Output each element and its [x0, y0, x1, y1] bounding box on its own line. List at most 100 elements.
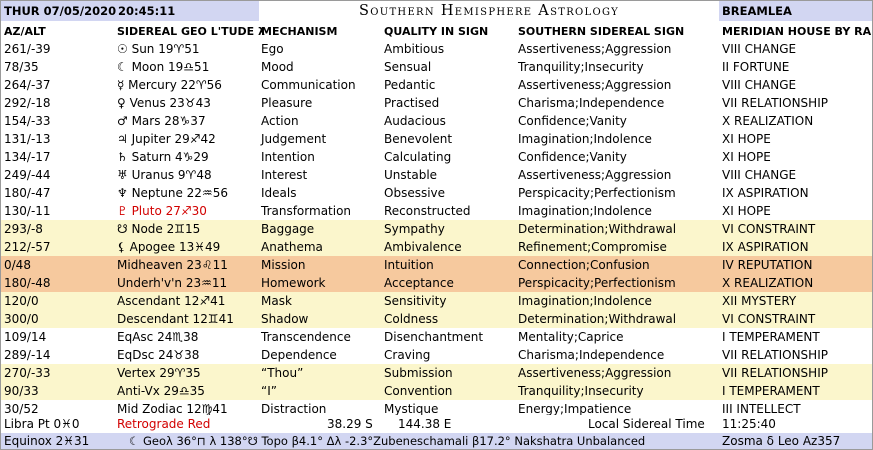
- col-house: MERIDIAN HOUSE BY RA: [722, 25, 872, 38]
- sign-cell: Assertiveness;Aggression: [518, 42, 672, 56]
- longitude-cell: Midheaven 23♌11: [117, 258, 228, 272]
- mechanism-cell: Transformation: [261, 204, 352, 218]
- sign-cell: Determination;Withdrawal: [518, 222, 677, 236]
- page-title: Southern Hemisphere Astrology: [259, 1, 719, 21]
- header-bar: THUR 07/05/2020 20:45:11 Southern Hemisp…: [1, 1, 872, 21]
- quality-cell: Coldness: [384, 312, 439, 326]
- sign-cell: Tranquility;Insecurity: [518, 60, 644, 74]
- table-row: 270/-33 Vertex 29♈35 “Thou” Submission Asser…: [1, 364, 872, 382]
- quality-cell: Sensitivity: [384, 294, 447, 308]
- azalt-cell: 0/48: [4, 258, 31, 272]
- longitude: 144.38 E: [398, 417, 452, 431]
- sign-cell: Assertiveness;Aggression: [518, 78, 672, 92]
- azalt-cell: 212/-57: [4, 240, 51, 254]
- table-row: 154/-33 ♂ Mars 28♑37 Action Audacious Confid…: [1, 112, 872, 130]
- house-cell: IV REPUTATION: [722, 258, 813, 272]
- mechanism-cell: Judgement: [261, 132, 327, 146]
- quality-cell: Calculating: [384, 150, 452, 164]
- retrograde-legend: Retrograde Red: [117, 417, 211, 431]
- house-cell: XI HOPE: [722, 132, 771, 146]
- col-azalt: AZ/ALT: [4, 25, 46, 38]
- sign-cell: Assertiveness;Aggression: [518, 168, 672, 182]
- mechanism-cell: Mood: [261, 60, 294, 74]
- sign-cell: Perspicacity;Perfectionism: [518, 186, 676, 200]
- col-quality: QUALITY IN SIGN: [384, 25, 489, 38]
- azalt-cell: 249/-44: [4, 168, 51, 182]
- table-row: 264/-37 ☿ Mercury 22♈56 Communication Pedan…: [1, 76, 872, 94]
- mechanism-cell: Ideals: [261, 186, 297, 200]
- sign-cell: Assertiveness;Aggression: [518, 366, 672, 380]
- footer-row-1: Libra Pt 0♓0 Retrograde Red 38.29 S 144.…: [1, 415, 872, 433]
- libra-point: Libra Pt 0♓0: [4, 417, 80, 431]
- longitude-cell: EqDsc 24♉38: [117, 348, 200, 362]
- longitude-cell: Vertex 29♈35: [117, 366, 201, 380]
- table-row: 120/0 Ascendant 12♐41 Mask Sensitivity Imagi…: [1, 292, 872, 310]
- quality-cell: Pedantic: [384, 78, 436, 92]
- longitude-cell: EqAsc 24♏38: [117, 330, 199, 344]
- col-mechanism: MECHANISM: [261, 25, 338, 38]
- table-row: 134/-17 ♄ Saturn 4♑29 Intention Calculating…: [1, 148, 872, 166]
- mechanism-cell: Communication: [261, 78, 356, 92]
- house-cell: VIII CHANGE: [722, 168, 797, 182]
- mechanism-cell: Interest: [261, 168, 308, 182]
- house-cell: VI CONSTRAINT: [722, 312, 816, 326]
- longitude-cell: ♅ Uranus 9♈48: [117, 168, 212, 182]
- sign-cell: Confidence;Vanity: [518, 114, 627, 128]
- azalt-cell: 289/-14: [4, 348, 51, 362]
- house-cell: VIII CHANGE: [722, 78, 797, 92]
- quality-cell: Sympathy: [384, 222, 445, 236]
- quality-cell: Unstable: [384, 168, 438, 182]
- house-cell: IX ASPIRATION: [722, 240, 809, 254]
- quality-cell: Obsessive: [384, 186, 446, 200]
- quality-cell: Ambivalence: [384, 240, 462, 254]
- table-row: 300/0 Descendant 12♊41 Shadow Coldness Deter…: [1, 310, 872, 328]
- geo-info: ☾ Geoλ 36°⊓ λ 138°☋ Topo β4.1° Δλ -2.3°Z…: [129, 434, 646, 448]
- azalt-cell: 90/33: [4, 384, 39, 398]
- footer-row-2: Equinox 2♓31 ☾ Geoλ 36°⊓ λ 138°☋ Topo β4…: [1, 433, 872, 449]
- house-cell: IX ASPIRATION: [722, 186, 809, 200]
- house-cell: XI HOPE: [722, 204, 771, 218]
- equinox: Equinox 2♓31: [4, 434, 90, 448]
- table-row: 78/35 ☾ Moon 19♎51 Mood Sensual Tranquility;…: [1, 58, 872, 76]
- mechanism-cell: Anathema: [261, 240, 323, 254]
- table-row: 30/52 Mid Zodiac 12♍41 Distraction Mystique…: [1, 400, 872, 418]
- house-cell: XI HOPE: [722, 150, 771, 164]
- azalt-cell: 30/52: [4, 402, 39, 416]
- table-row: 131/-13 ♃ Jupiter 29♐42 Judgement Benevolen…: [1, 130, 872, 148]
- col-longitude: SIDEREAL GEO L'TUDE λ: [117, 25, 265, 38]
- table-row: 180/-48 Underh'v'n 23♒11 Homework Acceptanc…: [1, 274, 872, 292]
- azalt-cell: 270/-33: [4, 366, 51, 380]
- longitude-cell: Underh'v'n 23♒11: [117, 276, 228, 290]
- house-cell: VII RELATIONSHIP: [722, 96, 828, 110]
- mechanism-cell: Baggage: [261, 222, 315, 236]
- quality-cell: Audacious: [384, 114, 446, 128]
- mechanism-cell: Action: [261, 114, 299, 128]
- sign-cell: Charisma;Independence: [518, 348, 665, 362]
- longitude-cell: Ascendant 12♐41: [117, 294, 226, 308]
- azalt-cell: 78/35: [4, 60, 39, 74]
- mechanism-cell: “I”: [261, 384, 277, 398]
- zosma-info: Zosma δ Leo Az357: [722, 434, 841, 448]
- mechanism-cell: Ego: [261, 42, 284, 56]
- house-cell: VII RELATIONSHIP: [722, 366, 828, 380]
- sign-cell: Perspicacity;Perfectionism: [518, 276, 676, 290]
- azalt-cell: 120/0: [4, 294, 39, 308]
- quality-cell: Submission: [384, 366, 453, 380]
- longitude-cell: ♀ Venus 23♉43: [117, 96, 211, 110]
- quality-cell: Ambitious: [384, 42, 445, 56]
- house-cell: VIII CHANGE: [722, 42, 797, 56]
- lst-value: 11:25:40: [722, 417, 776, 431]
- mechanism-cell: Homework: [261, 276, 326, 290]
- table-row: 261/-39 ☉ Sun 19♈51 Ego Ambitious Assertiven…: [1, 40, 872, 58]
- sign-cell: Charisma;Independence: [518, 96, 665, 110]
- azalt-cell: 180/-48: [4, 276, 51, 290]
- azalt-cell: 293/-8: [4, 222, 43, 236]
- longitude-cell: Anti-Vx 29♎35: [117, 384, 205, 398]
- sign-cell: Refinement;Compromise: [518, 240, 667, 254]
- longitude-cell: Descendant 12♊41: [117, 312, 234, 326]
- quality-cell: Acceptance: [384, 276, 454, 290]
- house-cell: I TEMPERAMENT: [722, 384, 820, 398]
- table-row: 249/-44 ♅ Uranus 9♈48 Interest Unstable Asse…: [1, 166, 872, 184]
- longitude-cell: ♄ Saturn 4♑29: [117, 150, 209, 164]
